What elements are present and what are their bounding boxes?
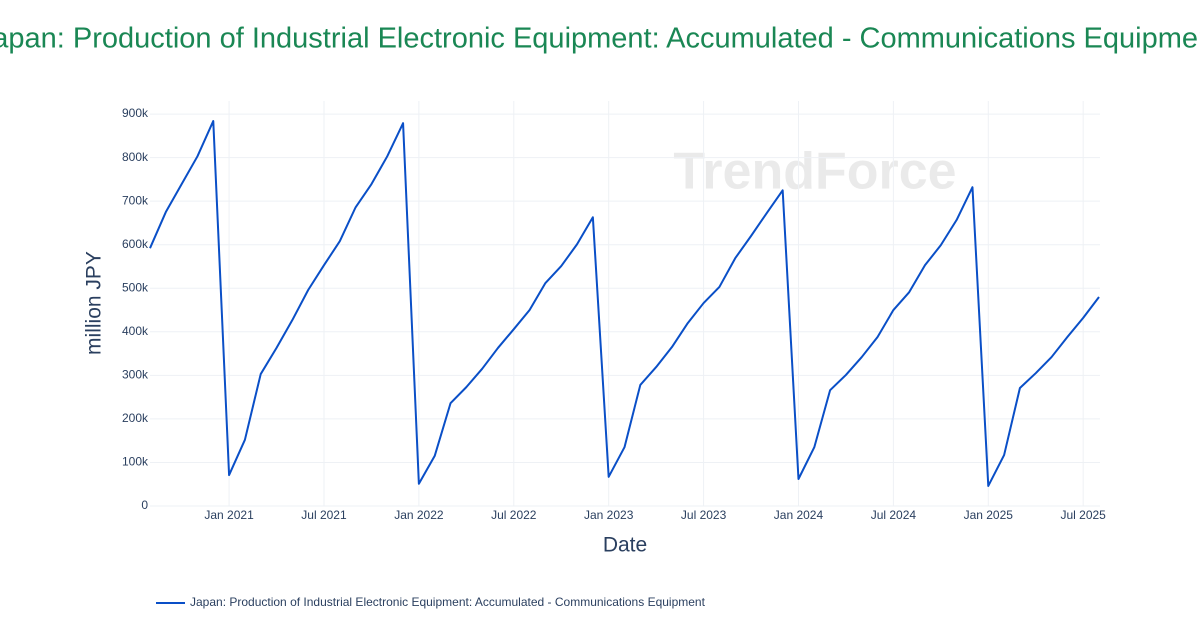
y-tick-label: 500k [122, 280, 149, 294]
watermark: TrendForce [673, 143, 956, 201]
y-tick-label: 900k [122, 106, 149, 120]
y-tick-label: 100k [122, 455, 149, 469]
x-tick-label: Jul 2022 [491, 508, 537, 522]
x-tick-label: Jul 2025 [1060, 508, 1106, 522]
chart-title: Japan: Production of Industrial Electron… [0, 23, 1200, 55]
x-tick-label: Jul 2021 [301, 508, 347, 522]
x-axis-title: Date [603, 534, 647, 557]
x-tick-label: Jan 2024 [774, 508, 824, 522]
legend-label: Japan: Production of Industrial Electron… [190, 595, 706, 609]
y-axis-title: million JPY [83, 251, 106, 355]
data-line [149, 120, 1100, 487]
x-tick-label: Jul 2024 [871, 508, 917, 522]
y-tick-label: 800k [122, 150, 149, 164]
x-tick-label: Jan 2023 [584, 508, 634, 522]
y-tick-label: 200k [122, 411, 149, 425]
y-tick-label: 400k [122, 324, 149, 338]
x-tick-label: Jan 2022 [394, 508, 444, 522]
x-tick-label: Jul 2023 [681, 508, 727, 522]
x-tick-label: Jan 2025 [964, 508, 1014, 522]
y-tick-label: 300k [122, 368, 149, 382]
y-tick-label: 0 [141, 498, 148, 512]
x-tick-label: Jan 2021 [204, 508, 254, 522]
y-tick-label: 600k [122, 237, 149, 251]
y-tick-label: 700k [122, 193, 149, 207]
